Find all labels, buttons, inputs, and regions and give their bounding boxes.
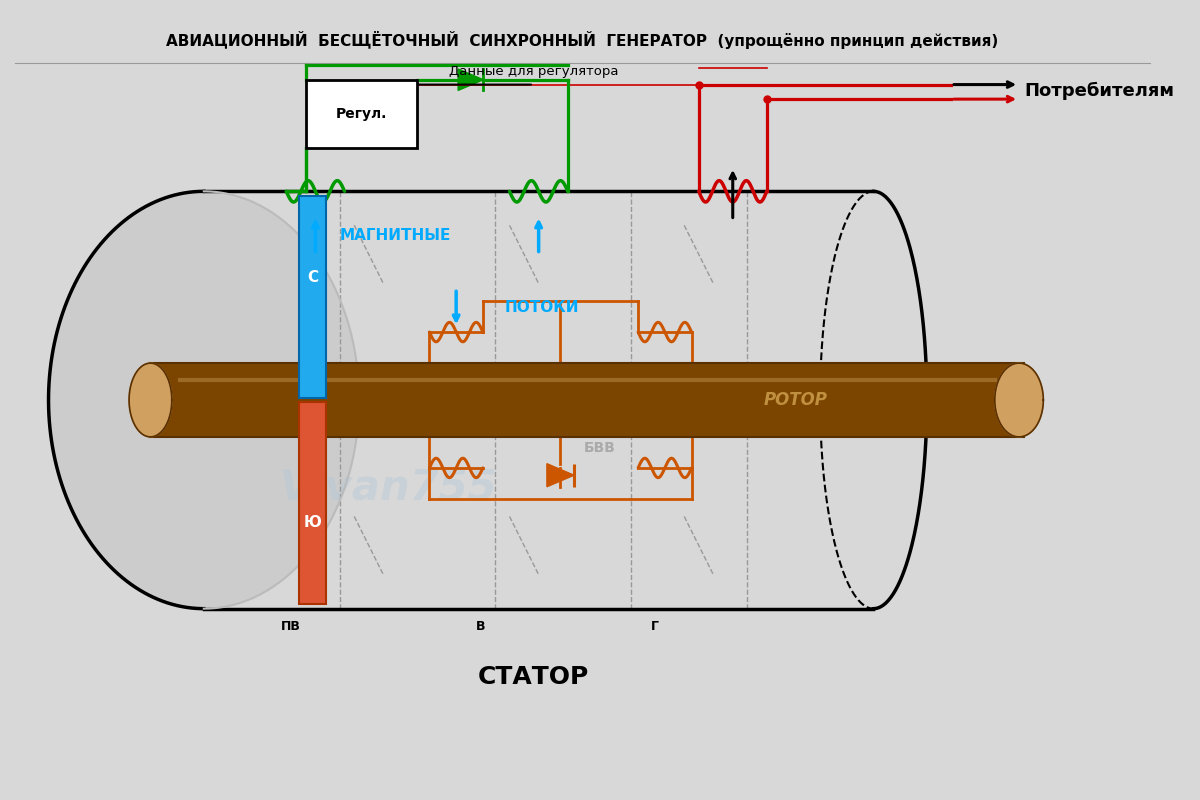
Text: БВВ: БВВ xyxy=(583,441,616,455)
Bar xyxy=(299,196,326,398)
Text: Ю: Ю xyxy=(304,514,322,530)
Polygon shape xyxy=(995,363,1043,437)
Polygon shape xyxy=(458,69,484,90)
Polygon shape xyxy=(130,363,172,437)
Bar xyxy=(150,363,1024,437)
Text: МАГНИТНЫЕ: МАГНИТНЫЕ xyxy=(340,227,451,242)
Polygon shape xyxy=(547,464,574,486)
Text: Vivan755: Vivan755 xyxy=(280,466,497,508)
Text: ПВ: ПВ xyxy=(281,620,301,634)
FancyBboxPatch shape xyxy=(306,80,418,148)
FancyBboxPatch shape xyxy=(204,191,874,609)
Text: Г: Г xyxy=(652,620,659,634)
Text: Регул.: Регул. xyxy=(336,106,388,121)
Ellipse shape xyxy=(48,191,359,609)
Text: Потребителям: Потребителям xyxy=(1024,82,1174,101)
Bar xyxy=(299,402,326,604)
Text: РОТОР: РОТОР xyxy=(764,391,828,409)
Text: Данные для регулятора: Данные для регулятора xyxy=(449,65,618,78)
Text: С: С xyxy=(307,270,318,286)
Text: СТАТОР: СТАТОР xyxy=(478,665,589,689)
Text: В: В xyxy=(475,620,485,634)
Text: АВИАЦИОННЫЙ  БЕСЩЁТОЧНЫЙ  СИНХРОННЫЙ  ГЕНЕРАТОР  (упрощённо принцип действия): АВИАЦИОННЫЙ БЕСЩЁТОЧНЫЙ СИНХРОННЫЙ ГЕНЕР… xyxy=(167,31,998,49)
Text: ПОТОКИ: ПОТОКИ xyxy=(505,300,580,315)
